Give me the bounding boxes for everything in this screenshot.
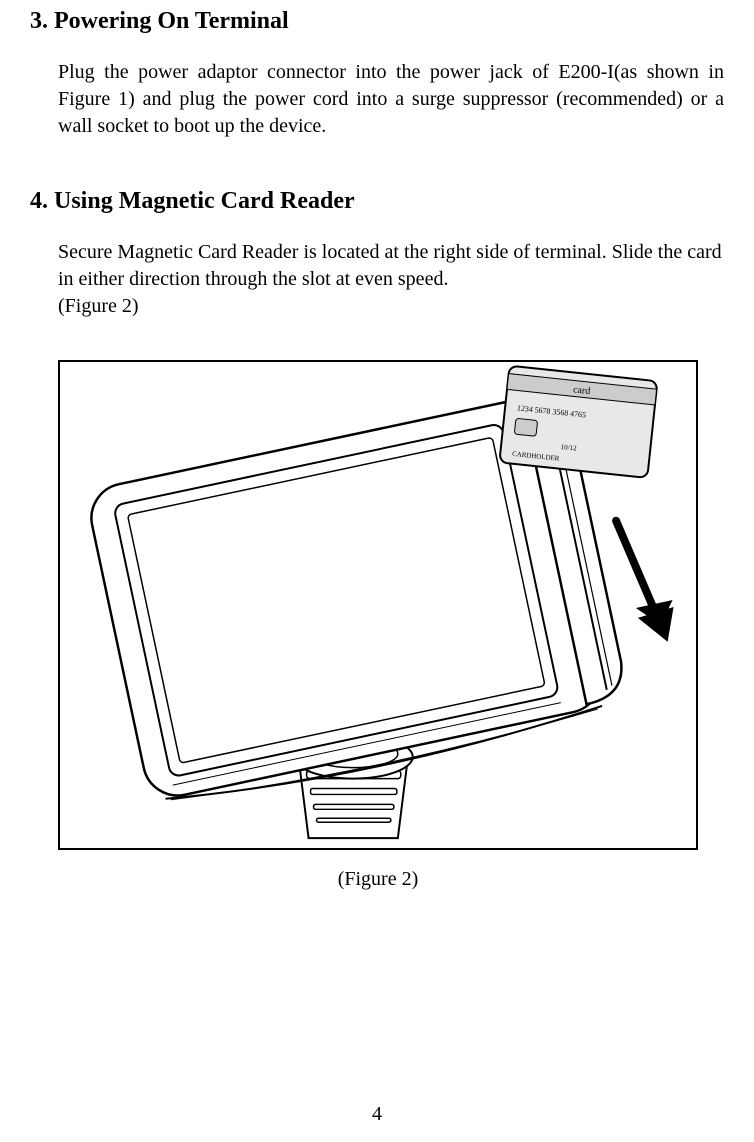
card-brand-text: card <box>573 384 591 397</box>
figure-2-container: card 1234 5678 3568 4765 10/12 CARDHOLDE… <box>58 360 698 850</box>
section-3-body: Plug the power adaptor connector into th… <box>58 59 724 140</box>
section-4-body-1: Secure Magnetic Card Reader is located a… <box>58 239 724 293</box>
card-exp-text: 10/12 <box>560 443 577 453</box>
page-number: 4 <box>0 1103 754 1126</box>
section-4-body-2: (Figure 2) <box>58 293 724 320</box>
section-4-heading: 4. Using Magnetic Card Reader <box>30 188 724 215</box>
figure-2-caption: (Figure 2) <box>58 868 698 891</box>
section-3-heading: 3. Powering On Terminal <box>30 8 724 35</box>
swipe-arrow <box>616 521 674 642</box>
terminal-illustration: card 1234 5678 3568 4765 10/12 CARDHOLDE… <box>60 362 696 848</box>
